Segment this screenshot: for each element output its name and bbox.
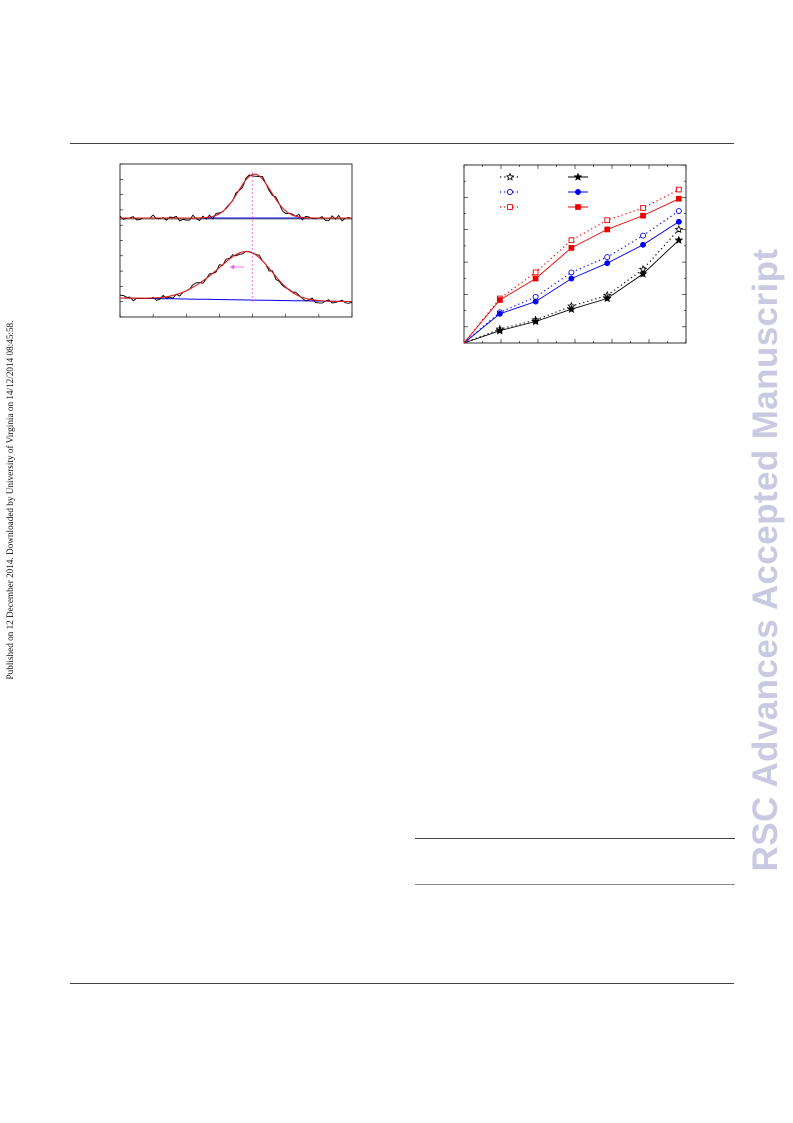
data-point [604,260,611,267]
data-point [602,293,612,303]
data-point [638,269,648,278]
data-point [675,195,682,202]
line-chart [463,164,687,344]
data-point [495,326,505,335]
table-bottom-rule [415,884,735,885]
fit-line-2 [120,250,353,303]
series-line-2 [463,239,680,344]
spectra-figure [119,163,353,318]
footer-rule [70,983,734,984]
legend-marker-5 [507,204,513,210]
data-point [675,218,682,225]
data-point [532,269,539,276]
measured-line-1 [119,174,353,222]
data-point [532,298,539,305]
data-point [675,186,682,193]
fit-line-1 [120,173,352,219]
legend-marker-4 [575,189,581,195]
data-point [496,310,503,317]
legend-marker-1 [505,172,515,181]
data-point [675,208,682,214]
data-point [604,254,611,261]
data-point [567,304,576,313]
data-point [568,245,575,251]
data-point [640,241,646,248]
data-point [568,275,575,282]
data-point [640,232,646,239]
data-point [640,205,646,211]
legend-marker-2 [573,172,583,181]
series-line-5 [463,189,680,344]
data-point [604,226,611,233]
plot-frame [119,163,353,318]
header-rule [70,143,734,144]
journal-watermark: RSC Advances Accepted Manuscript [742,249,790,872]
legend-marker-6 [575,204,581,210]
data-point [568,269,575,276]
data-point [604,217,611,224]
measured-line-2 [119,250,353,304]
data-point [674,224,684,234]
shift-arrow-head [230,264,235,270]
watermark-text: RSC Advances Accepted Manuscript [746,248,785,872]
publication-note-text: Published on 12 December 2014. Downloade… [5,320,15,680]
data-point [640,212,646,219]
legend-marker-3 [507,189,513,195]
table-top-rule [415,838,735,839]
baseline-line-2 [119,297,353,303]
data-point [496,297,503,303]
publication-note: Published on 12 December 2014. Downloade… [2,290,18,710]
data-point [532,275,539,282]
data-point [674,235,684,244]
data-point [568,237,575,244]
data-point [531,316,540,326]
